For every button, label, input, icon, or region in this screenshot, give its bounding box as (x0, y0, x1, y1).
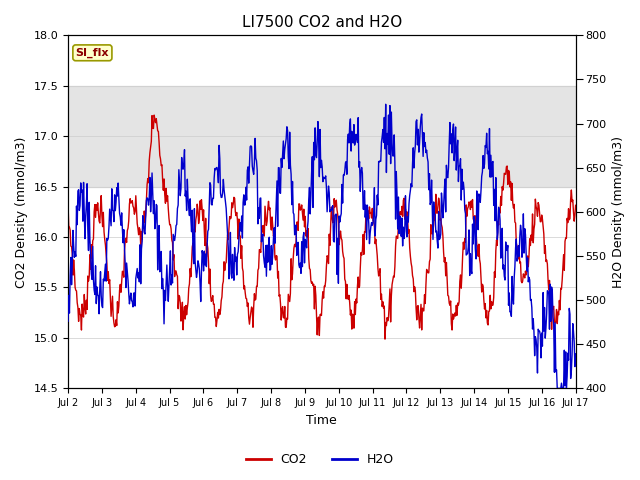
Y-axis label: CO2 Density (mmol/m3): CO2 Density (mmol/m3) (15, 136, 28, 288)
Y-axis label: H2O Density (mmol/m3): H2O Density (mmol/m3) (612, 136, 625, 288)
X-axis label: Time: Time (307, 414, 337, 427)
Title: LI7500 CO2 and H2O: LI7500 CO2 and H2O (242, 15, 402, 30)
Legend: CO2, H2O: CO2, H2O (241, 448, 399, 471)
Bar (68, 86, 575, 187)
Text: SI_flx: SI_flx (76, 48, 109, 58)
